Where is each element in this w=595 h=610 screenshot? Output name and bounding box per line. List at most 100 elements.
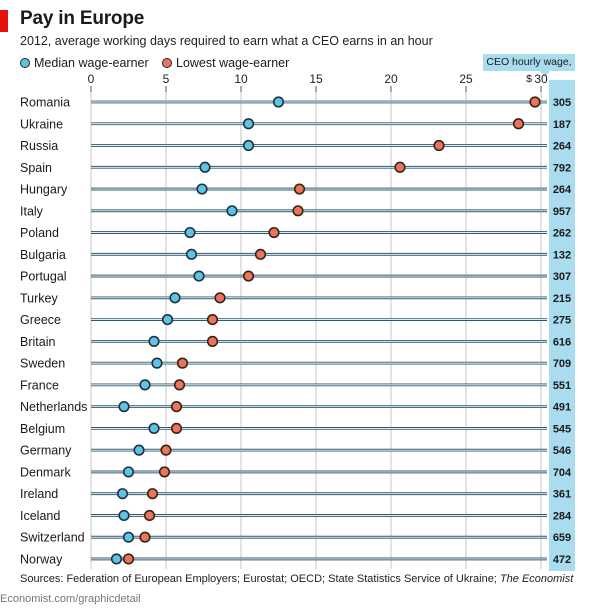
ceo-wage-value: 275 — [553, 315, 571, 327]
country-label: Denmark — [20, 465, 71, 479]
country-label: Italy — [20, 204, 44, 218]
median-point — [118, 509, 130, 522]
lowest-point — [146, 488, 159, 500]
median-marker-icon — [20, 58, 30, 68]
x-tick-label: 25 — [459, 72, 473, 86]
lowest-point — [173, 379, 186, 391]
ceo-wage-header: CEO hourly wage, $ — [483, 54, 575, 85]
source-text: Sources: Federation of European Employer… — [20, 573, 500, 585]
ceo-wage-value: 132 — [553, 249, 571, 261]
country-label: Switzerland — [20, 531, 85, 545]
lowest-point — [160, 444, 172, 456]
country-label: Hungary — [20, 183, 68, 197]
lowest-point — [206, 314, 219, 326]
chart-title: Pay in Europe — [20, 8, 145, 29]
legend-item-lowest: Lowest wage-earner — [162, 56, 289, 70]
median-point — [151, 357, 163, 369]
median-point — [139, 379, 151, 391]
country-label: Bulgaria — [20, 248, 66, 262]
lowest-point — [176, 357, 189, 369]
brand-accent-bar — [0, 10, 8, 32]
country-label: Ireland — [20, 487, 58, 501]
x-tick-label: 0 — [88, 72, 95, 86]
country-label: Russia — [20, 139, 58, 153]
ceo-wage-value: 704 — [553, 467, 572, 479]
lowest-point — [529, 96, 541, 108]
median-point — [148, 335, 160, 347]
legend-item-median: Median wage-earner — [20, 56, 149, 70]
lowest-point — [158, 466, 171, 478]
lowest-point — [293, 183, 306, 195]
lowest-marker-icon — [162, 58, 172, 68]
median-point — [199, 161, 211, 173]
median-point — [110, 553, 123, 565]
lowest-point — [433, 139, 445, 152]
ceo-wage-value: 659 — [553, 532, 571, 544]
country-label: Norway — [20, 552, 63, 566]
lowest-point — [139, 531, 151, 543]
site-credit: Economist.com/graphicdetail — [0, 593, 141, 605]
lowest-point — [170, 401, 183, 413]
x-tick-label: 15 — [309, 72, 323, 86]
source-publication: The Economist — [499, 573, 574, 585]
median-point — [118, 401, 130, 413]
country-label: Spain — [20, 161, 52, 175]
ceo-wage-value: 307 — [553, 271, 571, 283]
lowest-point — [242, 270, 255, 282]
x-tick-label: 5 — [163, 72, 170, 86]
median-point — [272, 96, 285, 108]
median-point — [122, 466, 135, 478]
lowest-point — [292, 205, 304, 217]
wage-column-background — [549, 80, 575, 571]
ceo-wage-value: 616 — [553, 336, 571, 348]
chart-area: 0 5 10 15 20 25 30 Romania 305 Ukraine 187 Russia 26… — [20, 72, 575, 571]
x-tick-label: 10 — [234, 72, 248, 86]
country-label: Netherlands — [20, 400, 87, 414]
ceo-wage-value: 264 — [553, 184, 572, 196]
ceo-wage-value: 361 — [553, 489, 571, 501]
ceo-wage-value: 546 — [553, 445, 571, 457]
lowest-point — [512, 118, 525, 130]
median-point — [133, 444, 145, 456]
lowest-point — [143, 509, 156, 522]
ceo-wage-value: 215 — [553, 293, 571, 305]
country-label: Sweden — [20, 357, 65, 371]
median-point — [116, 488, 129, 500]
x-tick-label: 30 — [534, 72, 548, 86]
median-point — [148, 422, 160, 435]
country-label: Britain — [20, 335, 55, 349]
median-point — [169, 292, 181, 304]
median-point — [122, 531, 135, 543]
lowest-point — [122, 553, 135, 565]
median-point — [242, 139, 255, 152]
country-label: Germany — [20, 444, 72, 458]
chart-subtitle: 2012, average working days required to e… — [20, 34, 433, 48]
x-tick-label: 20 — [384, 72, 398, 86]
ceo-wage-value: 545 — [553, 423, 571, 435]
ceo-wage-value: 262 — [553, 228, 571, 240]
median-point — [242, 118, 255, 130]
country-label: Portugal — [20, 270, 67, 284]
lowest-point — [170, 422, 183, 435]
country-label: Poland — [20, 226, 59, 240]
median-point — [184, 226, 196, 239]
ceo-wage-value: 491 — [553, 402, 571, 414]
ceo-wage-value: 709 — [553, 358, 571, 370]
ceo-wage-value: 792 — [553, 162, 571, 174]
legend-label-lowest: Lowest wage-earner — [176, 56, 290, 70]
ceo-wage-value: 551 — [553, 380, 571, 392]
country-label: Greece — [20, 313, 61, 327]
lowest-point — [206, 335, 219, 347]
ceo-wage-value: 472 — [553, 554, 571, 566]
lowest-point — [254, 248, 267, 260]
median-point — [185, 248, 198, 260]
median-point — [226, 205, 238, 217]
ceo-wage-value: 187 — [553, 119, 571, 131]
country-label: Iceland — [20, 509, 60, 523]
lowest-point — [394, 161, 406, 173]
country-label: Turkey — [20, 291, 58, 305]
median-point — [196, 183, 208, 195]
source-note: Sources: Federation of European Employer… — [20, 573, 573, 585]
country-label: Ukraine — [20, 117, 63, 131]
median-point — [193, 270, 205, 282]
